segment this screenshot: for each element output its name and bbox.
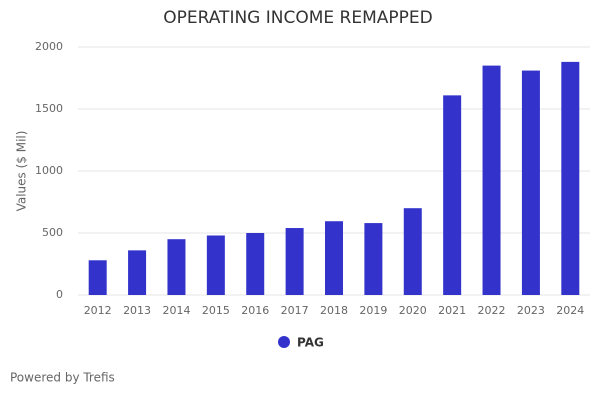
x-tick-label: 2014 [162, 304, 190, 317]
bar [521, 70, 540, 295]
x-tick-label: 2020 [399, 304, 427, 317]
legend-marker [278, 336, 290, 348]
y-tick-label: 1000 [35, 164, 63, 177]
x-tick-label: 2024 [556, 304, 584, 317]
bar [325, 221, 343, 295]
y-axis-label: Values ($ Mil) [15, 131, 29, 212]
bar [167, 239, 186, 295]
legend-label: PAG [297, 336, 324, 350]
x-tick-label: 2022 [478, 304, 506, 317]
footer: Powered by Trefis [10, 371, 115, 385]
y-tick-label: 1500 [35, 102, 63, 115]
bar [443, 95, 462, 295]
y-tick-label: 500 [42, 226, 63, 239]
bar [364, 223, 383, 295]
bar [561, 61, 580, 295]
chart-title: OPERATING INCOME REMAPPED [163, 8, 432, 28]
bar [128, 250, 147, 295]
bar [285, 228, 304, 295]
bar [482, 65, 501, 295]
x-tick-label: 2017 [281, 304, 309, 317]
x-tick-label: 2013 [123, 304, 151, 317]
y-tick-label: 2000 [35, 40, 63, 53]
y-tick-label: 0 [56, 288, 63, 301]
x-tick-label: 2018 [320, 304, 348, 317]
x-tick-label: 2019 [359, 304, 387, 317]
x-tick-label: 2012 [84, 304, 112, 317]
bar [206, 235, 225, 295]
bar [88, 260, 107, 295]
bar [403, 208, 422, 295]
bar [246, 233, 265, 295]
x-tick-label: 2023 [517, 304, 545, 317]
x-tick-label: 2021 [438, 304, 466, 317]
x-tick-label: 2015 [202, 304, 230, 317]
x-tick-label: 2016 [241, 304, 269, 317]
